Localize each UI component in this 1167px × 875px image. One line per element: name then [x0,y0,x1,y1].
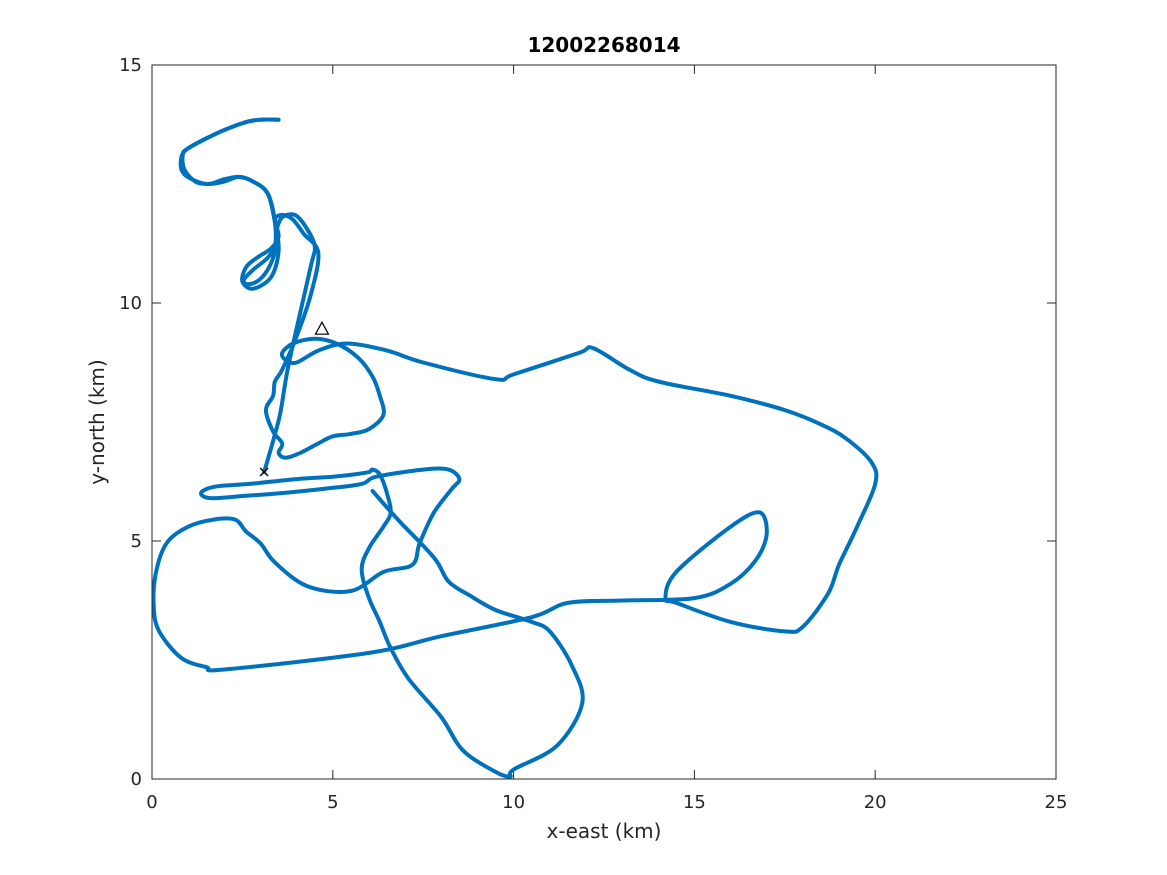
track-line-tail [180,117,317,474]
x-tick-label: 5 [327,792,338,813]
x-axis-label: x-east (km) [547,819,662,843]
end-marker-x-1 [259,467,269,477]
y-tick-label: 0 [131,769,142,790]
x-tick-label: 0 [146,792,157,813]
start-marker-triangle [314,320,330,335]
y-axis-label: y-north (km) [85,359,109,484]
tick-labels: 0 5 10 15 20 25 0 5 10 15 [119,55,1067,813]
x-tick-label: 15 [683,792,706,813]
y-tick-label: 15 [119,55,142,76]
x-tick-label: 25 [1045,792,1068,813]
markers [259,320,330,477]
plot-area [152,65,1056,779]
y-tick-label: 5 [131,531,142,552]
plot-frame [151,64,1057,780]
x-tick-label: 10 [502,792,525,813]
chart-title: 12002268014 [527,33,680,57]
y-tick-label: 10 [119,293,142,314]
x-tick-label: 20 [864,792,887,813]
track-line [151,117,879,779]
